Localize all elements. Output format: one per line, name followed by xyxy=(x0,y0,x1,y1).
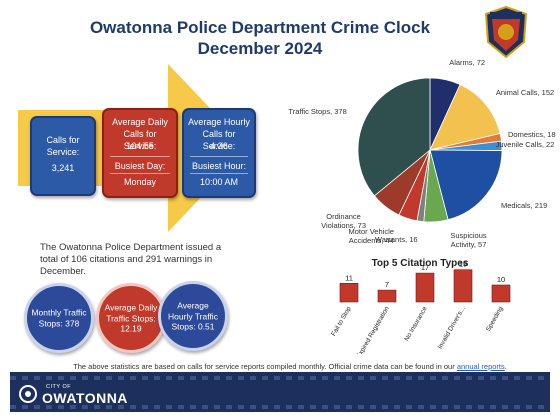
pie-slice-medicals xyxy=(429,149,503,221)
monthly-traffic-text: Monthly Traffic Stops: 378 xyxy=(31,307,87,329)
calls-for-service-box: Calls for Service: 3,241 xyxy=(30,116,96,196)
busiest-hour-label: Busiest Hour: xyxy=(191,161,247,171)
bar-data-label: 17 xyxy=(421,263,429,272)
pie-label: Traffic Stops, 378 xyxy=(288,107,347,117)
average-hourly-box: Average Hourly Calls for Service: 4.36 B… xyxy=(182,108,256,198)
avg-hourly-value: 4.36 xyxy=(210,141,228,151)
bar xyxy=(453,269,473,303)
police-badge-icon xyxy=(484,6,528,58)
footnote: The above statistics are based on calls … xyxy=(40,362,540,371)
pie-label: Juvenile Calls, 22 xyxy=(495,140,555,150)
pie-label: Suspicious Activity, 57 xyxy=(450,230,487,249)
monthly-traffic-circle: Monthly Traffic Stops: 378 xyxy=(24,283,94,353)
busiest-hour-value: 10:00 AM xyxy=(199,177,239,187)
pie-label: Ordinance Violations, 73 xyxy=(321,211,367,230)
city-name-label: OWATONNA xyxy=(42,390,128,406)
hourly-traffic-circle: Average Hourly Traffic Stops: 0.51 xyxy=(158,281,228,351)
footer-bar: CITY OF OWATONNA xyxy=(10,372,550,412)
avg-daily-value: 104.55 xyxy=(126,141,154,151)
daily-traffic-circle: Average Daily Traffic Stops: 12.19 xyxy=(96,283,166,353)
citation-summary: The Owatonna Police Department issued a … xyxy=(40,242,222,277)
bar-category-label: Invalid Driver's... xyxy=(437,305,467,350)
busiest-day-value: Monday xyxy=(123,177,157,187)
bar-chart-title: Top 5 Citation Types xyxy=(371,258,469,269)
footnote-end: . xyxy=(504,362,507,371)
pie-label: Domestics, 18 xyxy=(508,129,556,139)
pie-slice-traffic-stops xyxy=(357,77,431,197)
bar xyxy=(377,289,397,303)
calls-pie-chart xyxy=(357,77,503,223)
city-of-label: CITY OF xyxy=(46,384,72,390)
pie-label: Motor Vehicle Accidents, 44 xyxy=(348,226,394,245)
bar-category-label: Expired Registration xyxy=(355,305,391,354)
bar-data-label: 7 xyxy=(385,280,389,289)
avg-daily-label: Average Daily Calls for Service: xyxy=(112,117,168,151)
citation-bar-chart: 11 Fail to Stop 7 Expired Registration 17 No … xyxy=(330,260,511,354)
bar xyxy=(339,282,359,303)
bar-data-label: 19 xyxy=(459,260,467,269)
hourly-traffic-text: Average Hourly Traffic Stops: 0.51 xyxy=(168,300,218,332)
bar-category-label: Fail to Stop xyxy=(330,305,353,337)
bar-category-label: Speeding xyxy=(485,305,505,333)
avg-hourly-label: Average Hourly Calls for Service: xyxy=(188,117,250,151)
pie-slice-animal-calls xyxy=(429,84,501,151)
calls-label: Calls for Service: xyxy=(46,135,80,157)
calls-value: 3,241 xyxy=(51,163,75,173)
bar xyxy=(415,272,435,303)
city-logo-icon xyxy=(19,385,37,403)
annual-reports-link[interactable]: annual reports xyxy=(456,362,505,371)
bar-category-label: No Insurance xyxy=(403,305,429,342)
page-subtitle: December 2024 xyxy=(197,39,323,58)
pie-label: Alarms, 72 xyxy=(449,57,486,67)
pie-label: Medicals, 219 xyxy=(500,200,548,210)
page-title: Owatonna Police Department Crime Clock xyxy=(89,18,431,37)
footnote-text: The above statistics are based on calls … xyxy=(73,362,455,371)
bar-data-label: 10 xyxy=(497,275,505,284)
daily-traffic-text: Average Daily Traffic Stops: 12.19 xyxy=(104,302,158,334)
average-daily-box: Average Daily Calls for Service: 104.55 … xyxy=(102,108,178,198)
pie-label: Warrants, 16 xyxy=(374,234,418,244)
busiest-day-label: Busiest Day: xyxy=(114,161,166,171)
bar xyxy=(491,284,511,303)
pie-label: Animal Calls, 152 xyxy=(495,88,555,98)
bar-data-label: 11 xyxy=(345,273,353,282)
